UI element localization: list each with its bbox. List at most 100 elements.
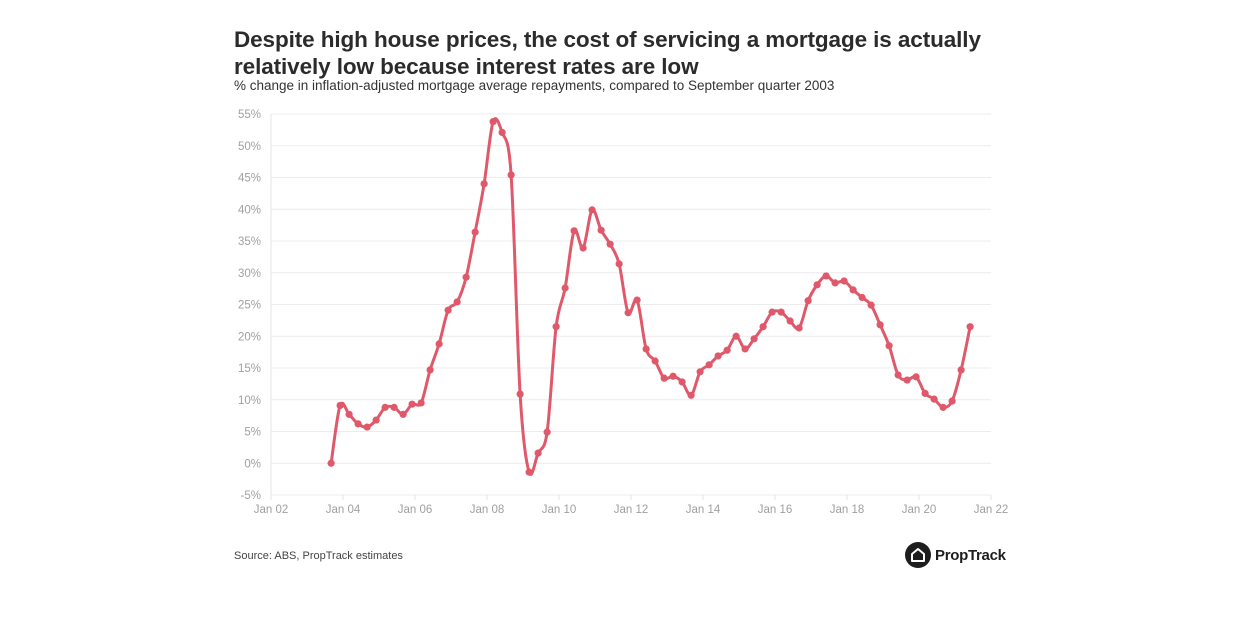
- data-point[interactable]: [525, 468, 533, 476]
- data-point[interactable]: [453, 298, 461, 306]
- data-point[interactable]: [372, 416, 380, 424]
- data-point[interactable]: [597, 226, 605, 234]
- data-point[interactable]: [354, 420, 362, 428]
- logo-text: PropTrack: [935, 546, 1006, 564]
- x-tick-label: Jan 08: [470, 504, 505, 516]
- data-point[interactable]: [561, 284, 569, 292]
- data-point[interactable]: [822, 272, 830, 280]
- data-point[interactable]: [849, 286, 857, 294]
- y-tick-label: 40%: [238, 204, 261, 216]
- data-point[interactable]: [858, 293, 866, 302]
- x-tick-label: Jan 06: [398, 504, 433, 516]
- data-point[interactable]: [579, 244, 587, 252]
- data-point[interactable]: [606, 240, 614, 248]
- data-point[interactable]: [903, 376, 911, 384]
- data-point[interactable]: [723, 346, 731, 354]
- data-point[interactable]: [633, 296, 641, 304]
- data-point[interactable]: [327, 459, 335, 467]
- data-point[interactable]: [390, 403, 398, 411]
- data-point[interactable]: [462, 273, 470, 281]
- x-tick-label: Jan 10: [542, 504, 577, 516]
- series-group: [327, 117, 974, 476]
- data-point[interactable]: [435, 340, 443, 348]
- data-point[interactable]: [948, 397, 956, 405]
- data-point[interactable]: [408, 400, 416, 408]
- data-point[interactable]: [885, 342, 893, 350]
- y-tick-label: 45%: [238, 173, 261, 185]
- data-point[interactable]: [642, 345, 650, 353]
- proptrack-logo: PropTrack: [905, 542, 1006, 568]
- data-point[interactable]: [786, 317, 794, 325]
- data-point[interactable]: [876, 321, 884, 329]
- data-point[interactable]: [516, 390, 524, 398]
- data-point[interactable]: [471, 228, 479, 236]
- data-point[interactable]: [804, 297, 812, 305]
- data-point[interactable]: [840, 277, 848, 285]
- data-point[interactable]: [777, 308, 785, 316]
- x-tick-label: Jan 20: [902, 504, 937, 516]
- house-icon: [905, 542, 931, 568]
- x-axis-ticks: Jan 02 Jan 04 Jan 06 Jan 08 Jan 10 Jan 12 Jan …: [254, 495, 1009, 516]
- data-point[interactable]: [444, 306, 452, 314]
- data-point[interactable]: [363, 423, 371, 431]
- data-point[interactable]: [345, 410, 353, 418]
- data-point[interactable]: [705, 361, 713, 369]
- gridlines: [270, 113, 991, 496]
- data-point[interactable]: [687, 391, 695, 399]
- data-point[interactable]: [759, 323, 767, 331]
- data-point[interactable]: [813, 281, 821, 289]
- data-point[interactable]: [669, 372, 677, 380]
- x-tick-label: Jan 12: [614, 504, 649, 516]
- data-point[interactable]: [867, 301, 875, 309]
- data-point[interactable]: [381, 403, 389, 411]
- y-tick-label: 30%: [238, 268, 261, 280]
- data-point[interactable]: [930, 395, 938, 403]
- data-point[interactable]: [768, 308, 776, 316]
- data-point[interactable]: [660, 374, 668, 382]
- data-point[interactable]: [732, 332, 740, 340]
- x-tick-label: Jan 16: [758, 504, 793, 516]
- data-point[interactable]: [741, 345, 749, 353]
- x-tick-label: Jan 18: [830, 504, 865, 516]
- data-point[interactable]: [651, 357, 659, 365]
- data-point[interactable]: [507, 171, 515, 179]
- data-point[interactable]: [336, 401, 344, 410]
- data-point[interactable]: [678, 378, 686, 386]
- data-point[interactable]: [534, 449, 542, 457]
- data-point[interactable]: [489, 118, 497, 126]
- data-point[interactable]: [570, 227, 578, 235]
- data-point[interactable]: [894, 371, 902, 379]
- data-point[interactable]: [921, 389, 929, 397]
- data-point[interactable]: [714, 352, 722, 360]
- x-tick-label: Jan 14: [686, 504, 721, 516]
- data-point[interactable]: [399, 410, 407, 418]
- data-point[interactable]: [552, 323, 560, 331]
- data-point[interactable]: [588, 206, 596, 214]
- series-line: [329, 117, 972, 476]
- data-point[interactable]: [417, 399, 425, 407]
- data-point[interactable]: [543, 428, 551, 436]
- y-tick-label: 35%: [238, 236, 261, 248]
- data-point[interactable]: [831, 279, 839, 287]
- x-tick-label: Jan 02: [254, 504, 289, 516]
- y-tick-label: 15%: [238, 363, 261, 375]
- data-point[interactable]: [498, 128, 506, 137]
- y-tick-label: 25%: [238, 300, 261, 312]
- y-tick-label: 55%: [238, 109, 261, 121]
- data-point[interactable]: [750, 335, 758, 343]
- data-point[interactable]: [624, 309, 632, 317]
- data-point[interactable]: [480, 180, 488, 188]
- x-tick-label: Jan 22: [974, 504, 1009, 516]
- y-tick-label: 0%: [244, 458, 261, 470]
- data-point[interactable]: [795, 324, 803, 332]
- y-axis-ticks: -5% 0% 5% 10% 15% 20% 25% 30% 35% 40% 45% 50% 55%: [238, 109, 261, 502]
- data-point[interactable]: [696, 368, 704, 376]
- data-point[interactable]: [426, 366, 434, 374]
- chart-subtitle: % change in inflation-adjusted mortgage …: [234, 78, 835, 93]
- data-point[interactable]: [939, 403, 947, 411]
- data-point[interactable]: [912, 373, 920, 381]
- data-point[interactable]: [966, 323, 974, 331]
- data-point[interactable]: [615, 260, 623, 268]
- data-point[interactable]: [957, 366, 965, 374]
